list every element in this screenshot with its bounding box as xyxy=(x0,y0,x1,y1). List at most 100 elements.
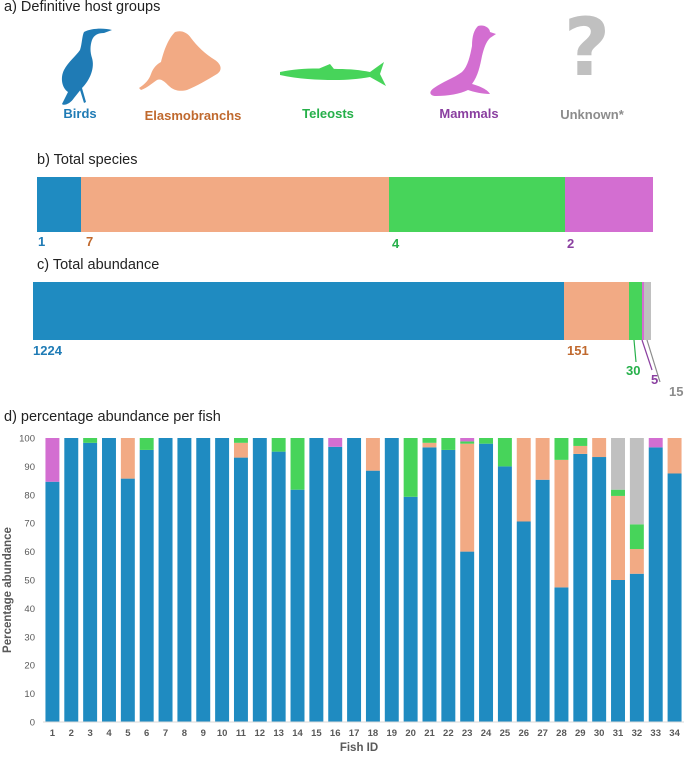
x-axis-label: Fish ID xyxy=(340,742,378,754)
x-tick-label: 10 xyxy=(217,728,228,739)
x-tick-label: 27 xyxy=(537,728,548,739)
bar-segment-birds-fish-3 xyxy=(83,442,98,722)
x-tick-label: 7 xyxy=(163,728,168,739)
x-tick-label: 17 xyxy=(349,728,360,739)
host-label-birds: Birds xyxy=(63,106,97,121)
y-tick-label: 40 xyxy=(24,604,35,615)
bar-segment-teleosts-fish-21 xyxy=(422,438,437,443)
x-tick-label: 4 xyxy=(106,728,112,739)
bar-segment-mammals-fish-33 xyxy=(648,438,663,448)
abundance-segment-teleosts xyxy=(629,282,643,340)
bar-segment-birds-fish-14 xyxy=(290,489,305,722)
bar-segment-elasmobranchs-fish-28 xyxy=(554,459,569,588)
bar-segment-birds-fish-31 xyxy=(611,580,625,722)
bar-segment-birds-fish-25 xyxy=(497,466,512,722)
species-segment-birds xyxy=(37,177,81,232)
host-label-elasmobranchs: Elasmobranchs xyxy=(144,108,242,123)
bar-segment-birds-fish-18 xyxy=(365,470,380,722)
bar-segment-birds-fish-2 xyxy=(64,438,79,722)
abundance-segment-elasmobranchs xyxy=(563,282,630,340)
bar-segment-teleosts-fish-11 xyxy=(233,438,248,443)
bar-segment-birds-fish-11 xyxy=(233,457,248,722)
x-tick-label: 15 xyxy=(311,728,322,739)
bar-segment-elasmobranchs-fish-18 xyxy=(365,438,380,471)
bar-segment-birds-fish-5 xyxy=(120,478,135,722)
y-tick-label: 0 xyxy=(30,718,35,729)
bar-segment-elasmobranchs-fish-27 xyxy=(535,438,550,480)
question-icon: ? xyxy=(563,1,611,94)
bar-segment-elasmobranchs-fish-11 xyxy=(233,442,248,458)
x-tick-label: 24 xyxy=(481,728,492,739)
species-label-birds: 1 xyxy=(38,234,46,249)
bar-segment-teleosts-fish-22 xyxy=(441,438,456,450)
y-tick-label: 80 xyxy=(24,490,35,501)
bar-segment-birds-fish-21 xyxy=(422,447,437,722)
bar-segment-teleosts-fish-28 xyxy=(554,438,569,460)
species-label-teleosts: 4 xyxy=(392,236,400,251)
bar-segment-teleosts-fish-14 xyxy=(290,438,305,490)
bar-segment-teleosts-fish-32 xyxy=(629,524,644,550)
species-segment-elasmobranchs xyxy=(81,177,389,232)
x-tick-label: 33 xyxy=(650,728,661,739)
x-tick-label: 29 xyxy=(575,728,586,739)
bar-segment-birds-fish-32 xyxy=(629,573,644,722)
x-tick-label: 3 xyxy=(87,728,92,739)
bar-segment-birds-fish-6 xyxy=(139,449,154,722)
x-tick-label: 2 xyxy=(69,728,74,739)
species-label-mammals: 2 xyxy=(567,236,575,251)
bar-segment-elasmobranchs-fish-31 xyxy=(611,495,625,580)
abundance-label-teleosts: 30 xyxy=(626,363,641,378)
abundance-label-mammals: 5 xyxy=(651,372,659,387)
y-tick-label: 50 xyxy=(24,576,35,587)
x-tick-label: 5 xyxy=(125,728,131,739)
y-tick-label: 30 xyxy=(24,632,35,643)
bar-segment-teleosts-fish-20 xyxy=(403,438,418,497)
species-segment-teleosts xyxy=(389,177,565,232)
x-tick-label: 23 xyxy=(462,728,473,739)
leader-line-teleosts xyxy=(633,339,637,363)
bar-segment-teleosts-fish-23 xyxy=(460,441,475,444)
x-tick-label: 25 xyxy=(500,728,511,739)
bar-segment-birds-fish-22 xyxy=(441,449,456,722)
bar-segment-elasmobranchs-fish-34 xyxy=(667,438,682,474)
x-tick-label: 34 xyxy=(669,728,680,739)
abundance-label-elasmobranchs: 151 xyxy=(567,343,589,358)
bar-segment-birds-fish-17 xyxy=(347,438,362,722)
x-tick-label: 30 xyxy=(594,728,605,739)
host-label-teleosts: Teleosts xyxy=(302,106,354,121)
abundance-segment-birds xyxy=(33,282,564,340)
x-tick-label: 32 xyxy=(632,728,643,739)
bar-segment-birds-fish-23 xyxy=(460,551,475,722)
abundance-label-unknown: 15 xyxy=(669,384,684,399)
bar-segment-birds-fish-24 xyxy=(479,443,494,722)
bar-segment-teleosts-fish-6 xyxy=(139,438,154,450)
y-tick-label: 70 xyxy=(24,519,35,530)
bar-segment-teleosts-fish-3 xyxy=(83,438,98,443)
bar-segment-birds-fish-10 xyxy=(215,438,230,722)
bar-segment-teleosts-fish-29 xyxy=(573,438,588,446)
x-tick-label: 13 xyxy=(273,728,284,739)
y-tick-label: 60 xyxy=(24,547,35,558)
bar-segment-mammals-fish-23 xyxy=(460,438,475,442)
abundance-segment-unknown xyxy=(644,282,651,340)
x-tick-label: 11 xyxy=(236,728,247,739)
sea-lion-icon xyxy=(430,25,496,97)
bar-segment-birds-fish-9 xyxy=(196,438,211,722)
x-tick-label: 8 xyxy=(182,728,187,739)
x-tick-label: 28 xyxy=(556,728,567,739)
y-tick-label: 100 xyxy=(19,434,35,445)
total-species-bar xyxy=(37,177,653,232)
x-tick-label: 31 xyxy=(613,728,624,739)
bar-segment-birds-fish-1 xyxy=(45,481,60,722)
abundance-label-birds: 1224 xyxy=(33,343,62,358)
bar-segment-unknown-fish-31 xyxy=(611,438,625,490)
bar-segment-birds-fish-12 xyxy=(252,438,267,722)
y-tick-label: 90 xyxy=(24,462,35,473)
y-axis-label: Percentage abundance xyxy=(2,527,14,653)
abundance-segment-mammals xyxy=(642,282,645,340)
x-tick-label: 6 xyxy=(144,728,149,739)
bar-segment-mammals-fish-1 xyxy=(45,438,60,482)
bar-segment-birds-fish-26 xyxy=(516,521,531,722)
panel-c-title: c) Total abundance xyxy=(37,257,160,273)
